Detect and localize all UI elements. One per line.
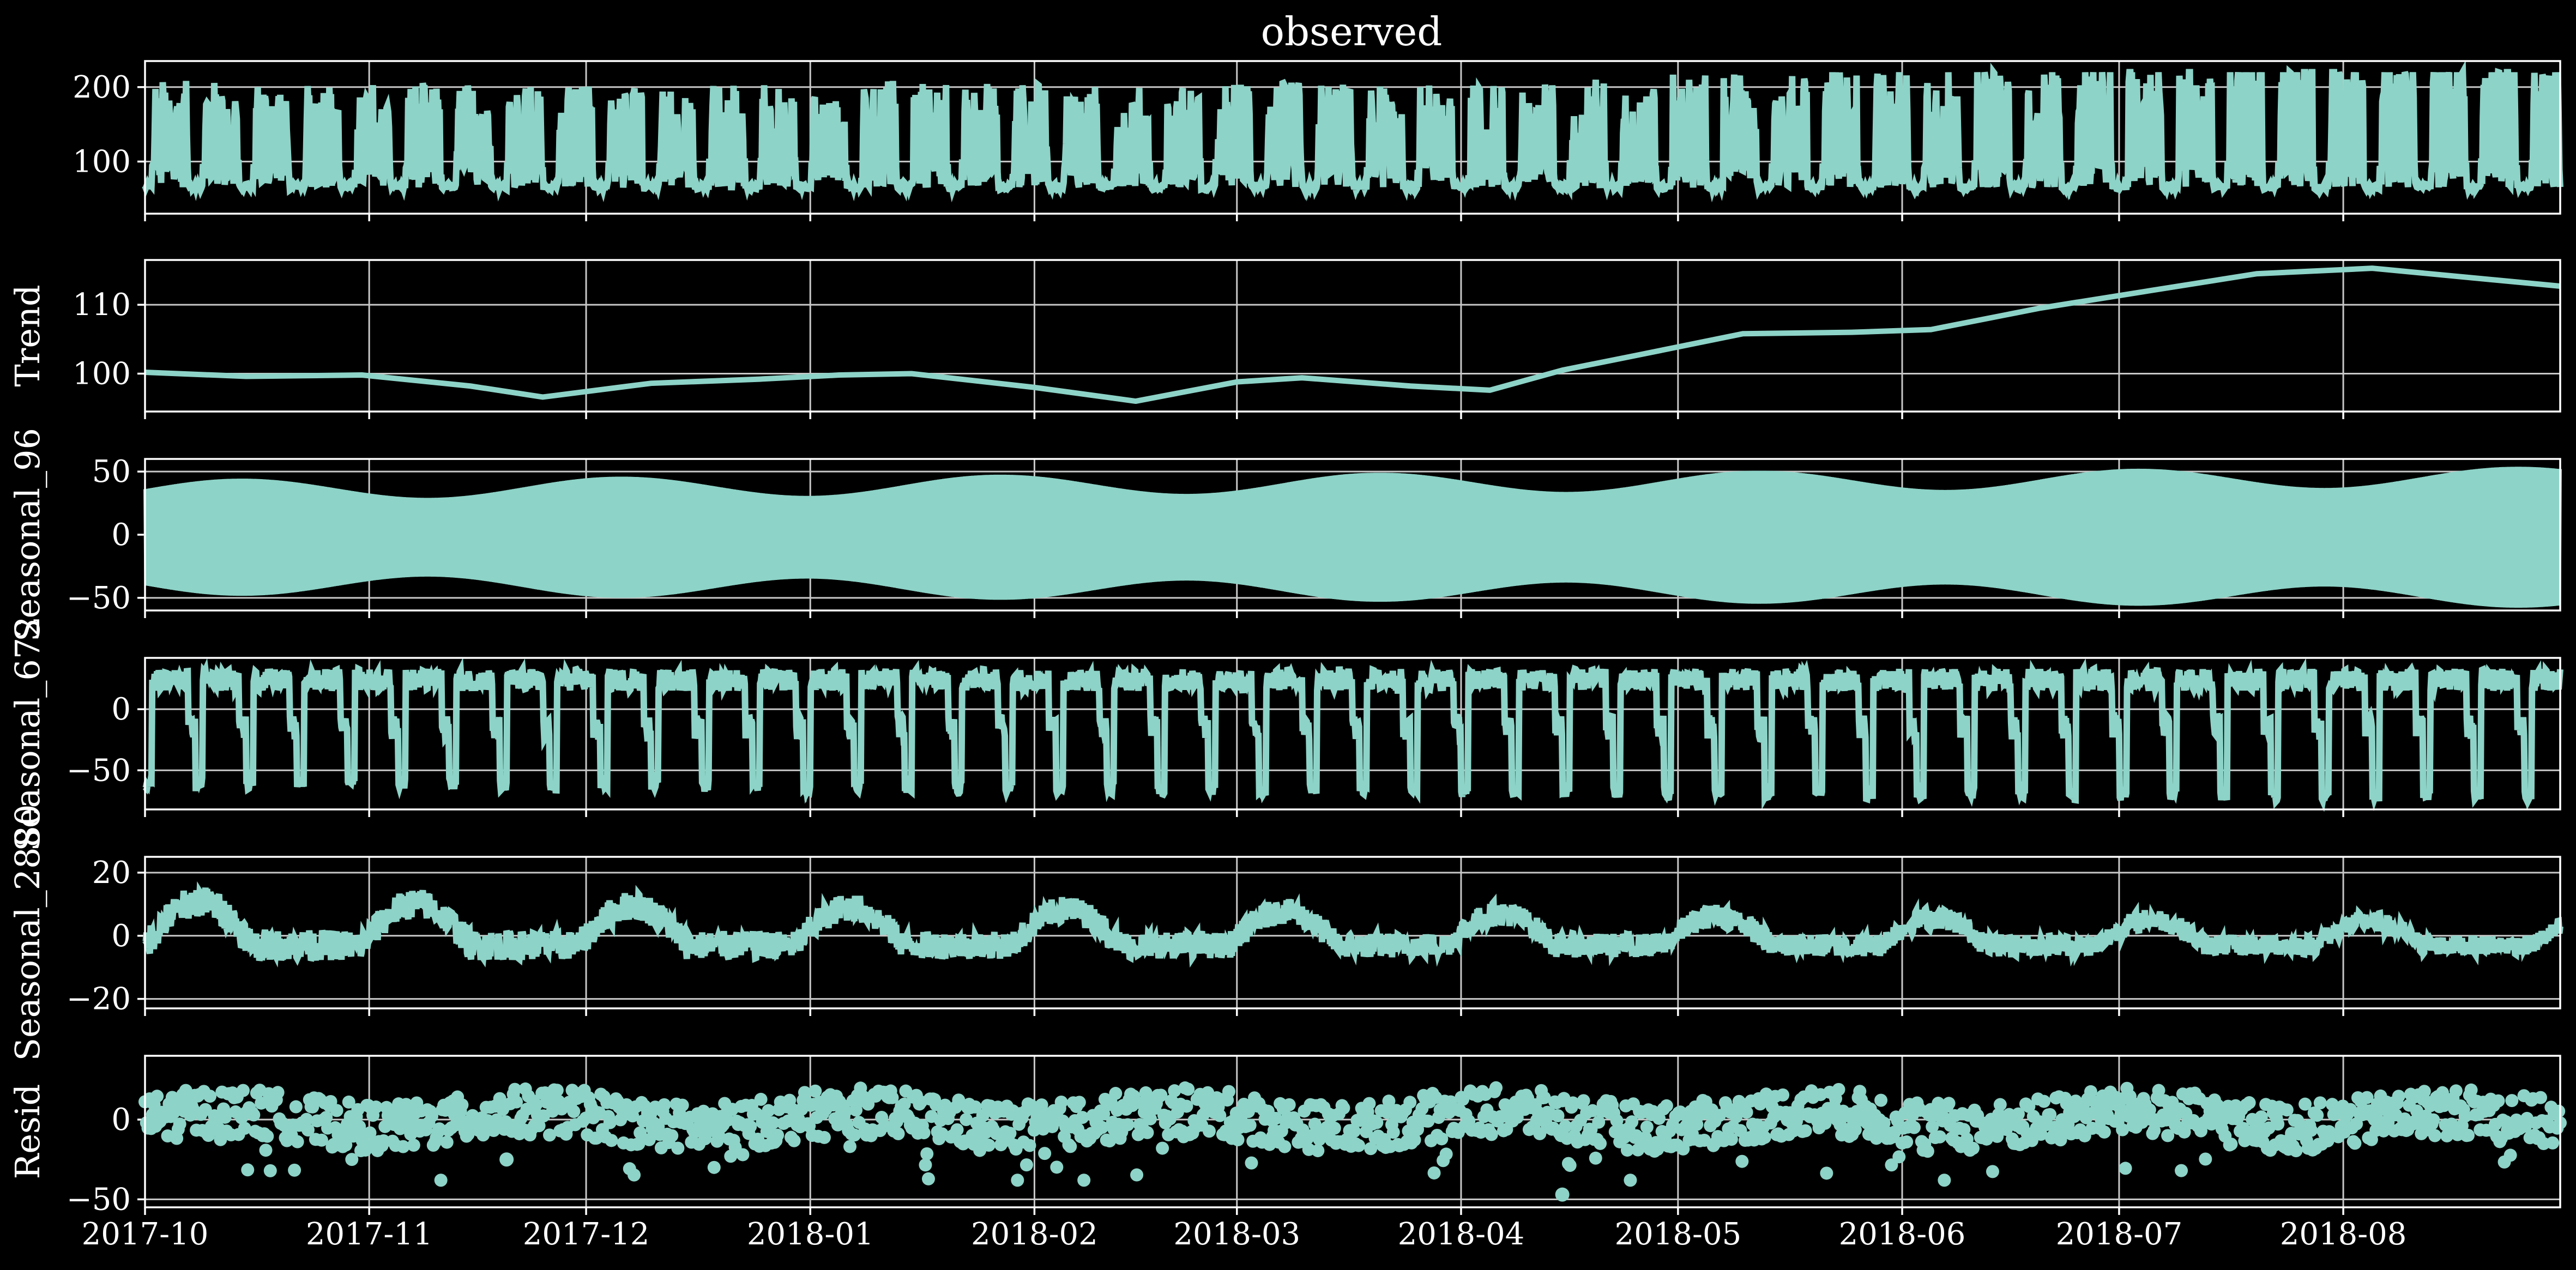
panel-seasonal_2880: −20 0 20 Seasonal_2880 (8, 805, 2563, 1061)
panel-seasonal_672: −50 0 Seasonal_672 (8, 616, 2563, 851)
x-tick-label: 2017-10 (82, 1217, 209, 1252)
x-tick-label: 2018-08 (2280, 1217, 2407, 1252)
x-tick-label: 2018-01 (747, 1217, 874, 1252)
x-tick-label: 2017-12 (523, 1217, 650, 1252)
panel-frame (144, 657, 2561, 811)
y-tick-label: 0 (111, 918, 131, 954)
y-axis-label: Seasonal_2880 (8, 805, 47, 1061)
panel-seasonal_96: −50 0 50 Seasonal_96 (8, 428, 2562, 642)
seasonal_2880-series (142, 881, 2563, 968)
y-axis-label: Resid (8, 1084, 47, 1180)
y-tick-label: 110 (73, 287, 131, 323)
y-tick-label: −50 (67, 580, 131, 616)
y-tick-label: −50 (67, 1182, 131, 1217)
y-tick-label: −20 (67, 982, 131, 1017)
seasonal_96-series (143, 467, 2562, 608)
panel-frame (144, 1055, 2561, 1208)
panel-frame (144, 259, 2561, 413)
observed-series (142, 60, 2563, 203)
trend-series (144, 265, 2561, 404)
y-tick-label: 20 (92, 855, 131, 891)
x-tick-label: 2018-06 (1839, 1217, 1966, 1252)
panel-frame (144, 856, 2561, 1009)
observed-line (142, 60, 2563, 203)
seasonal-2880-line (142, 881, 2563, 968)
panel-observed: 100 200 (73, 60, 2563, 221)
y-tick-label: 100 (73, 356, 131, 392)
y-tick-label: 100 (73, 144, 131, 179)
y-tick-label: 0 (111, 517, 131, 553)
x-tick-label: 2018-02 (971, 1217, 1098, 1252)
observed-title: observed (1261, 9, 1443, 55)
panel-trend: 100 110 Trend (8, 259, 2561, 419)
resid-outlier-point (499, 1152, 514, 1167)
x-tick-label: 2018-07 (2056, 1217, 2183, 1252)
y-tick-label: 200 (73, 70, 131, 105)
x-tick-label: 2018-04 (1398, 1217, 1525, 1252)
panel-frame (144, 458, 2561, 612)
y-tick-label: −50 (67, 753, 131, 788)
panel-frame (144, 60, 2561, 215)
panel-resid: 2017-10 2017-11 2017-12 2018-01 2018-02 2018-… (8, 1055, 2567, 1252)
y-axis-label: Seasonal_672 (8, 616, 47, 851)
y-tick-label: 50 (92, 454, 131, 489)
y-axis-label: Seasonal_96 (8, 428, 47, 642)
x-tick-label: 2018-03 (1173, 1217, 1300, 1252)
y-tick-label: 0 (111, 1102, 131, 1138)
trend-line (144, 265, 2561, 404)
seasonal_672-series (142, 657, 2563, 812)
seasonal-96-line (143, 467, 2562, 608)
y-axis-label: Trend (8, 285, 47, 386)
seasonal-672-line (142, 657, 2563, 812)
resid-points (138, 1081, 2567, 1187)
resid-outlier-point (1555, 1187, 1570, 1202)
x-tick-label: 2017-11 (306, 1217, 433, 1252)
resid-series (138, 1081, 2567, 1202)
x-tick-label: 2018-05 (1615, 1217, 1742, 1252)
y-tick-label: 0 (111, 692, 131, 727)
